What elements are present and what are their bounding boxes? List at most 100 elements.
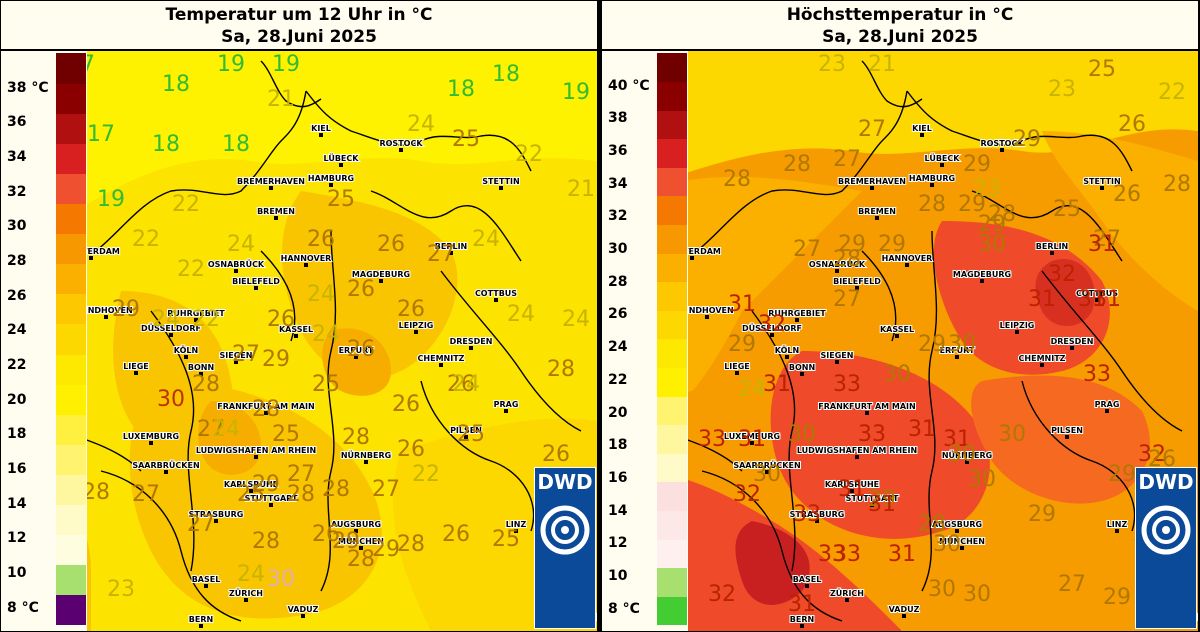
legend-swatch [56, 474, 86, 506]
city-label: LIEGE [123, 362, 149, 371]
city-label: AUGSBURG [932, 520, 982, 529]
legend-label: 22 [608, 371, 628, 388]
legend-swatch [657, 567, 687, 597]
city-marker [134, 371, 138, 375]
city-marker [795, 318, 799, 322]
temperature-value: 31 [763, 372, 791, 397]
temperature-value: 27 [833, 287, 861, 312]
city-label: BERN [790, 615, 814, 624]
city-marker [690, 256, 694, 260]
temperature-value: 24 [738, 377, 766, 402]
city-label: AUGSBURG [331, 520, 381, 529]
city-marker [354, 355, 358, 359]
temperature-value: 28 [192, 372, 220, 397]
legend-swatch [56, 203, 86, 235]
legend-label: 12 [608, 535, 628, 552]
temperature-value: 29 [262, 347, 290, 372]
city-label: ERFURT [940, 346, 975, 355]
noon-temperature-panel: Temperatur um 12 Uhr in °C Sa, 28.Juni 2… [0, 0, 598, 632]
city-marker [805, 584, 809, 588]
city-marker [234, 269, 238, 273]
temperature-value: 30 [948, 442, 976, 467]
city-marker [905, 263, 909, 267]
temperature-value: 28 [988, 202, 1016, 227]
temperature-value: 33 [1083, 362, 1111, 387]
city-marker [750, 441, 754, 445]
city-marker [902, 614, 906, 618]
temperature-value: 30 [978, 232, 1006, 257]
city-label: LEIPZIG [399, 321, 434, 330]
temperature-value: 24 [562, 307, 590, 332]
legend-swatch [657, 596, 687, 626]
city-marker [204, 584, 208, 588]
legend-label: 18 [608, 437, 628, 454]
city-label: RUHRGEBIET [768, 309, 826, 318]
temperature-value: 27 [197, 417, 225, 442]
legend-label: 30 [7, 218, 27, 235]
legend-label: 34 [608, 175, 628, 192]
city-marker [785, 355, 789, 359]
temperature-value: 19 [97, 187, 125, 212]
city-label: BERN [189, 615, 213, 624]
temperature-value: 30 [948, 332, 976, 357]
temperature-value: 27 [1058, 572, 1086, 597]
city-marker [1095, 298, 1099, 302]
temperature-value: 30 [267, 567, 295, 592]
city-label: KARLSRUHE [825, 480, 879, 489]
city-marker [1115, 529, 1119, 533]
city-label: HANNOVER [281, 254, 332, 263]
city-marker [301, 614, 305, 618]
legend-label: 12 [7, 530, 27, 547]
city-marker [845, 598, 849, 602]
city-label: RUHRGEBIET [167, 309, 225, 318]
legend-swatch [56, 534, 86, 566]
legend-swatch [657, 482, 687, 512]
legend-label: 20 [608, 404, 628, 421]
legend-label: 8 °C [7, 599, 39, 616]
temperature-value: 18 [152, 132, 180, 157]
city-label: MAGDEBURG [352, 270, 410, 279]
city-label: VADUZ [288, 605, 319, 614]
legend-swatches [657, 53, 687, 626]
temperature-value: 26 [442, 522, 470, 547]
city-marker [960, 546, 964, 550]
legend-swatch [657, 539, 687, 569]
temperature-value: 29 [838, 232, 866, 257]
city-label: ROSTOCK [980, 139, 1024, 148]
temperature-values-layer: 1718191718181818191919212425222221222426… [47, 52, 595, 607]
city-label: BREMERHAVEN [237, 177, 305, 186]
temperature-value: 28 [287, 482, 315, 507]
city-label: COTTBUS [475, 289, 517, 298]
temperature-value: 27 [187, 512, 215, 537]
city-label: FRANKFURT AM MAIN [217, 402, 314, 411]
city-marker [735, 371, 739, 375]
legend-label: 8 °C [608, 600, 640, 617]
city-label: HAMBURG [308, 174, 354, 183]
city-marker [214, 519, 218, 523]
temperature-value: 30 [157, 387, 185, 412]
city-label: KASSEL [279, 325, 313, 334]
city-marker [800, 624, 804, 628]
temperature-value: 29 [1028, 502, 1056, 527]
temperature-value: 23 [1048, 77, 1076, 102]
temperature-value: 31 [1088, 232, 1116, 257]
legend-swatch [56, 564, 86, 596]
city-label: ZÜRICH [229, 588, 263, 598]
temperature-value: 21 [267, 87, 295, 112]
temperature-value: 30 [968, 467, 996, 492]
legend-swatch [657, 196, 687, 226]
legend-label: 38 °C [7, 79, 49, 96]
legend-swatch [657, 424, 687, 454]
temperature-value: 28 [723, 167, 751, 192]
legend-label: 32 [7, 183, 27, 200]
temperature-value: 25 [1053, 197, 1081, 222]
temperature-value: 32 [758, 312, 786, 337]
temperature-value: 22 [172, 192, 200, 217]
legend-swatches [56, 53, 86, 626]
city-label: AMSTERDAM [663, 247, 721, 256]
temperature-value: 30 [788, 422, 816, 447]
city-marker [199, 624, 203, 628]
city-label: HAMBURG [909, 174, 955, 183]
temperature-value: 25 [1088, 57, 1116, 82]
temperature-value: 30 [753, 462, 781, 487]
